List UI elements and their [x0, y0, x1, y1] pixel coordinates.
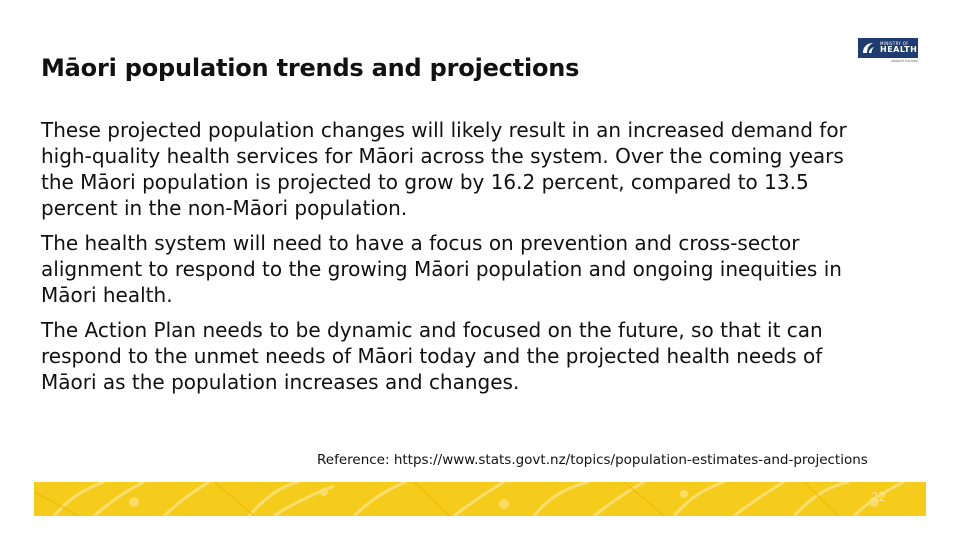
paragraph-1: These projected population changes will …	[41, 118, 847, 220]
logo-line-1: MINISTRY OF	[880, 41, 909, 46]
ministry-of-health-logo: MINISTRY OF HEALTH MANATŪ HAUORA	[858, 38, 918, 63]
slide-title: Māori population trends and projections	[41, 54, 580, 82]
reference-note: Reference: https://www.stats.govt.nz/top…	[317, 452, 868, 468]
logo-line-2: HEALTH	[880, 45, 918, 54]
footer-banner: 22	[34, 482, 926, 516]
banner-pattern-icon	[34, 482, 905, 516]
paragraph-2: The health system will need to have a fo…	[41, 231, 842, 307]
paragraph-3: The Action Plan needs to be dynamic and …	[41, 318, 823, 394]
page-number: 22	[870, 490, 886, 504]
slide-body: These projected population changes will …	[41, 117, 871, 404]
logo-line-3: MANATŪ HAUORA	[891, 59, 918, 63]
logo-mark-icon	[863, 43, 874, 53]
